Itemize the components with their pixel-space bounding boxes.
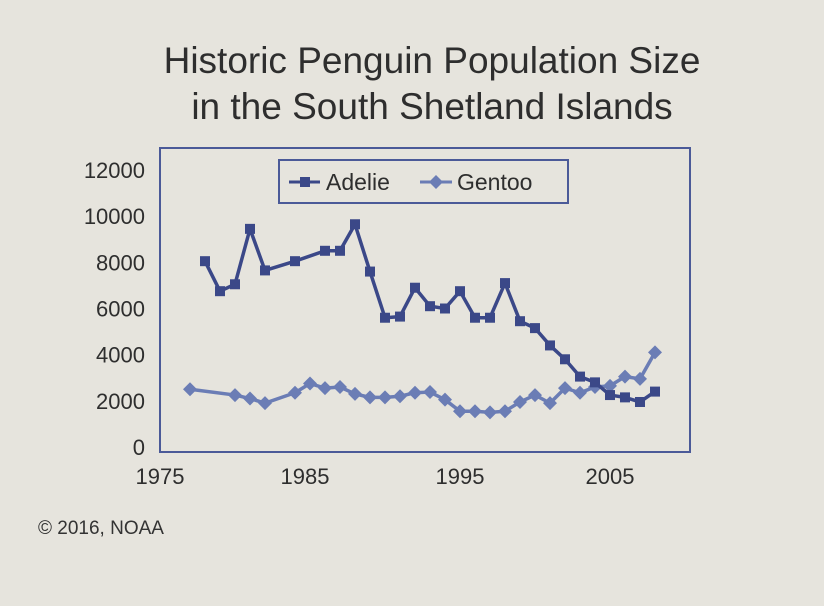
gentoo-point bbox=[228, 388, 242, 403]
copyright-notice: © 2016, NOAA bbox=[38, 518, 164, 539]
y-tick-label: 4000 bbox=[96, 343, 145, 368]
adelie-point bbox=[620, 392, 630, 403]
gentoo-point bbox=[603, 378, 617, 393]
adelie-point bbox=[300, 177, 310, 187]
gentoo-point bbox=[558, 381, 572, 396]
legend-adelie-label: Adelie bbox=[326, 169, 390, 195]
gentoo-point bbox=[513, 394, 527, 409]
x-tick-label: 2005 bbox=[586, 464, 635, 489]
adelie-line bbox=[203, 222, 656, 404]
adelie-point bbox=[425, 301, 435, 312]
adelie-point bbox=[395, 311, 405, 322]
adelie-point bbox=[485, 312, 495, 323]
y-tick-label: 8000 bbox=[96, 250, 145, 275]
adelie-point bbox=[575, 371, 585, 382]
gentoo-point bbox=[438, 392, 452, 407]
adelie-point bbox=[470, 312, 480, 323]
y-tick-label: 12000 bbox=[84, 158, 145, 183]
y-tick-label: 2000 bbox=[96, 389, 145, 414]
x-tick-label: 1995 bbox=[436, 464, 485, 489]
adelie-point bbox=[215, 286, 225, 297]
gentoo-point bbox=[633, 371, 647, 386]
gentoo-point bbox=[183, 382, 197, 397]
adelie-point bbox=[500, 278, 510, 289]
chart-title-line-2: in the South Shetland Islands bbox=[191, 86, 673, 127]
gentoo-point bbox=[333, 379, 347, 394]
x-tick-label: 1975 bbox=[136, 464, 185, 489]
adelie-point bbox=[455, 286, 465, 297]
adelie-point bbox=[320, 245, 330, 256]
adelie-point bbox=[260, 265, 270, 276]
gentoo-point bbox=[288, 385, 302, 400]
adelie-point bbox=[635, 396, 645, 407]
adelie-point bbox=[410, 282, 420, 293]
y-tick-label: 6000 bbox=[96, 297, 145, 322]
x-tick-label: 1985 bbox=[281, 464, 330, 489]
adelie-point bbox=[515, 316, 525, 327]
adelie-point bbox=[365, 266, 375, 277]
gentoo-point bbox=[348, 386, 362, 401]
gentoo-point bbox=[483, 405, 497, 420]
gentoo-point bbox=[243, 391, 257, 406]
adelie-point bbox=[290, 256, 300, 267]
adelie-point bbox=[545, 340, 555, 351]
adelie-point bbox=[335, 245, 345, 256]
adelie-point bbox=[380, 312, 390, 323]
y-tick-label: 0 bbox=[133, 435, 145, 460]
adelie-point bbox=[530, 323, 540, 334]
gentoo-point bbox=[363, 390, 377, 405]
y-tick-label: 10000 bbox=[84, 204, 145, 229]
gentoo-point bbox=[498, 404, 512, 419]
gentoo-point bbox=[318, 381, 332, 396]
adelie-point bbox=[605, 390, 615, 401]
adelie-point bbox=[560, 354, 570, 365]
chart-title: Historic Penguin Population Size in the … bbox=[20, 38, 824, 130]
gentoo-point bbox=[303, 376, 317, 391]
legend-gentoo-label: Gentoo bbox=[457, 169, 532, 195]
gentoo-point bbox=[468, 404, 482, 419]
adelie-point bbox=[230, 279, 240, 290]
gentoo-point bbox=[453, 404, 467, 419]
gentoo-point bbox=[528, 388, 542, 403]
adelie-point bbox=[350, 219, 360, 230]
adelie-point bbox=[440, 303, 450, 314]
gentoo-point bbox=[423, 385, 437, 400]
adelie-point bbox=[200, 256, 210, 267]
adelie-point bbox=[590, 377, 600, 388]
adelie-point bbox=[650, 386, 660, 397]
gentoo-point bbox=[393, 389, 407, 404]
gentoo-point bbox=[408, 385, 422, 400]
gentoo-point bbox=[618, 369, 632, 384]
gentoo-point bbox=[378, 390, 392, 405]
gentoo-point bbox=[543, 396, 557, 411]
gentoo-point bbox=[573, 385, 587, 400]
gentoo-point bbox=[648, 345, 662, 360]
gentoo-point bbox=[258, 396, 272, 411]
plot-frame bbox=[159, 147, 691, 453]
gentoo-point bbox=[429, 175, 443, 189]
chart-title-line-1: Historic Penguin Population Size bbox=[163, 40, 701, 81]
adelie-point bbox=[245, 223, 255, 234]
